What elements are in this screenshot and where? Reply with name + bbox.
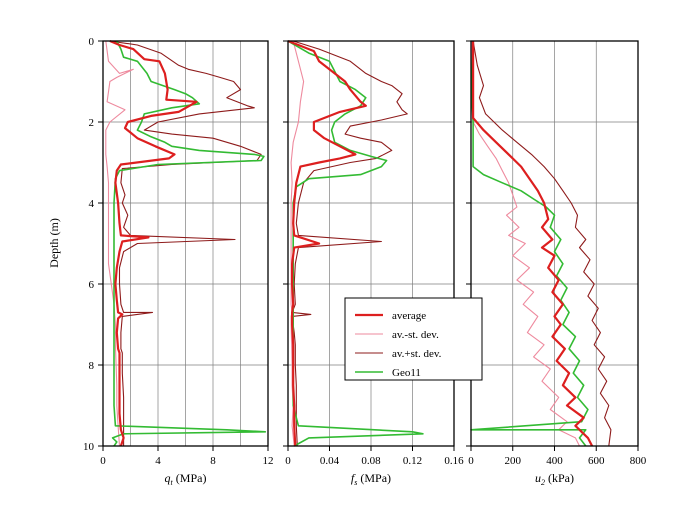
legend-label-geo11: Geo11 — [392, 367, 421, 379]
y-tick-label-3: 6 — [89, 279, 95, 291]
panel-u2-x-label-subscript: 2 — [541, 478, 545, 487]
panel-u2-series — [470, 40, 612, 447]
y-tick-label-0: 0 — [89, 36, 95, 48]
fs-x-tick-label-4: 0.16 — [444, 455, 464, 467]
legend-entry-average: average — [355, 310, 426, 322]
panel-qt-x-label-subscript: t — [171, 478, 174, 487]
panel-fs-y-ticks — [283, 40, 288, 447]
panel-qt-x-label-symbol: q — [165, 471, 171, 485]
u2-frame — [470, 40, 639, 447]
panel-qt-series — [105, 39, 267, 447]
fs-x-tick-label-3: 0.12 — [403, 455, 422, 467]
panel-qt: 0 2 4 6 8 10 0 4 8 12 qt (MPa) — [83, 36, 274, 487]
qt-series-plus — [109, 40, 262, 446]
qt-x-tick-label-0: 0 — [100, 455, 106, 467]
u2-x-tick-label-2: 400 — [546, 455, 563, 467]
qt-series-minus — [105, 40, 134, 447]
u2-series-plus — [472, 40, 612, 447]
panel-qt-x-axis-label: qt (MPa) — [165, 471, 207, 487]
panel-qt-x-label-unit: (MPa) — [173, 471, 207, 485]
y-tick-label-4: 8 — [89, 360, 95, 372]
u2-x-tick-label-1: 200 — [505, 455, 522, 467]
legend-label-average: average — [392, 310, 426, 322]
qt-x-tick-label-2: 8 — [210, 455, 216, 467]
panel-u2-x-ticks: 0 200 400 600 800 — [468, 446, 647, 467]
fs-series-avg — [287, 39, 367, 447]
panel-fs-x-label-subscript: s — [354, 478, 357, 487]
fs-series-plus — [291, 40, 408, 447]
fs-x-tick-label-2: 0.08 — [361, 455, 381, 467]
legend-entry-minus-st-dev: av.-st. dev. — [355, 329, 439, 341]
u2-x-tick-label-0: 0 — [468, 455, 474, 467]
y-tick-label-2: 4 — [89, 198, 95, 210]
legend: average av.-st. dev. av.+st. dev. Geo11 — [344, 297, 483, 381]
panel-u2-grid — [470, 40, 639, 447]
panel-fs: 0 0.04 0.08 0.12 0.16 fs (MPa) — [283, 39, 464, 487]
qt-series-geo — [111, 40, 267, 447]
qt-series-avg — [109, 39, 198, 447]
u2-x-tick-label-4: 800 — [630, 455, 647, 467]
qt-frame — [102, 40, 269, 447]
panel-qt-x-ticks: 0 4 8 12 — [100, 446, 274, 467]
y-tick-label-1: 2 — [89, 117, 95, 129]
fs-x-tick-label-1: 0.04 — [320, 455, 340, 467]
legend-entry-plus-st-dev: av.+st. dev. — [355, 348, 442, 360]
fs-x-tick-label-0: 0 — [285, 455, 291, 467]
legend-label-plus-st-dev: av.+st. dev. — [392, 348, 442, 360]
u2-x-tick-label-3: 600 — [588, 455, 605, 467]
legend-entry-geo11: Geo11 — [355, 367, 421, 379]
panel-fs-x-label-symbol: f — [351, 471, 356, 485]
fs-frame — [287, 40, 455, 447]
y-tick-label-5: 10 — [83, 441, 95, 453]
panel-u2-x-label-symbol: u — [535, 471, 541, 485]
qt-x-tick-label-1: 4 — [155, 455, 161, 467]
legend-label-minus-st-dev: av.-st. dev. — [392, 329, 439, 341]
u2-series-avg — [472, 41, 594, 447]
panel-u2-y-ticks — [466, 40, 471, 447]
panel-fs-x-label-unit: (MPa) — [357, 471, 391, 485]
panel-fs-x-ticks: 0 0.04 0.08 0.12 0.16 — [285, 446, 464, 467]
panel-qt-y-ticks: 0 2 4 6 8 10 — [83, 36, 103, 453]
panel-u2: 0 200 400 600 800 u2 (kPa) — [466, 40, 647, 487]
u2-series-minus — [471, 41, 580, 447]
u2-series-geo — [470, 40, 589, 447]
qt-x-tick-label-3: 12 — [263, 455, 274, 467]
panel-u2-x-axis-label: u2 (kPa) — [535, 471, 574, 487]
panel-u2-x-label-unit: (kPa) — [545, 471, 574, 485]
panel-fs-x-axis-label: fs (MPa) — [351, 471, 391, 487]
legend-box — [344, 297, 483, 381]
y-axis-label: Depth (m) — [47, 218, 61, 268]
panel-fs-series — [287, 39, 424, 447]
